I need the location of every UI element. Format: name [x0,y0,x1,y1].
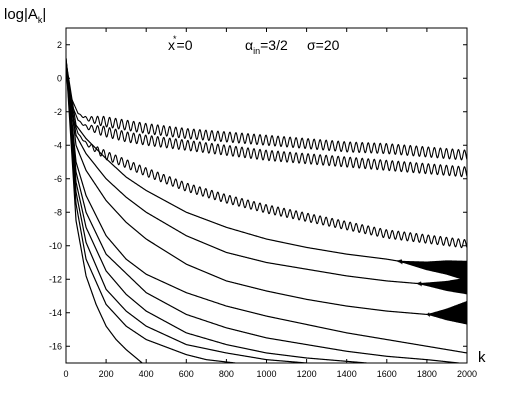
annotation-sigma: σ=20 [307,37,340,53]
series-line-1 [66,58,467,161]
x-tick-label: 1600 [377,369,397,379]
x-tick-label: 1800 [417,369,437,379]
series-line-4 [66,61,467,281]
series-line-12 [66,61,143,363]
annotation-alpha: αin=3/2 [245,37,288,56]
series-line-2 [66,58,467,178]
y-tick-label: -8 [54,207,62,217]
series-line-8 [66,61,460,363]
x-tick-label: 0 [63,369,68,379]
x-tick-label: 1400 [337,369,357,379]
x-tick-label: 2000 [457,369,477,379]
y-tick-label: 0 [57,73,62,83]
series-line-11 [66,61,236,363]
series-line-3 [66,58,467,249]
plot-lines [66,58,467,363]
annotation-x-star: x*=0 [168,34,193,53]
y-tick-label: -4 [54,140,62,150]
y-tick-label: -16 [49,341,62,351]
y-axis-label: log|Ak| [4,6,46,25]
x-tick-label: 800 [219,369,234,379]
x-tick-label: 1200 [297,369,317,379]
series-line-9 [66,61,367,363]
ticks: 0 200 400 600 800 1000 1200 1400 1600 1800 2000 2 0 -… [49,28,477,379]
y-tick-label: -10 [49,241,62,251]
x-tick-label: 600 [179,369,194,379]
series-line-7 [66,61,467,354]
y-tick-label: -6 [54,174,62,184]
y-tick-label: 2 [57,40,62,50]
y-tick-label: -12 [49,274,62,284]
x-axis-label: k [478,349,486,366]
x-tick-label: 400 [139,369,154,379]
x-tick-label: 1000 [256,369,276,379]
series-line-5 [66,61,467,295]
y-tick-label: -2 [54,107,62,117]
x-tick-label: 200 [99,369,114,379]
y-tick-label: -14 [49,308,62,318]
series-line-6 [66,61,467,325]
